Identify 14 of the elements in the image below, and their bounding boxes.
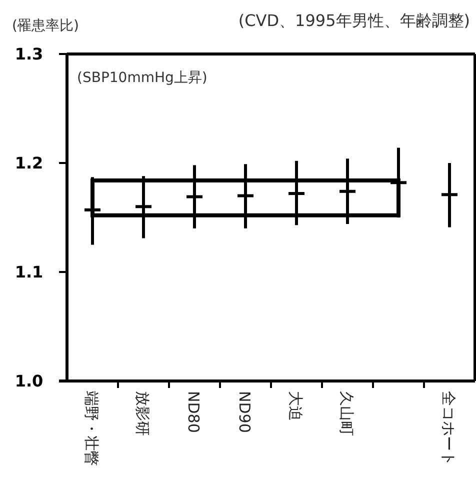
- x-tick-label: 久山町: [338, 391, 356, 436]
- x-tick-label: ND80: [184, 391, 202, 433]
- x-tick-label: 端野・壮瞥: [82, 391, 100, 466]
- y-axis-title: (罹患率比): [12, 18, 79, 34]
- y-tick-label: 1.3: [14, 44, 44, 64]
- y-tick-label: 1.1: [14, 262, 44, 282]
- y-tick-label: 1.2: [14, 154, 44, 173]
- y-tick-label: 1.0: [14, 372, 44, 391]
- x-tick-label: 放影研: [134, 391, 152, 436]
- annotation: (SBP10mmHg上昇): [77, 70, 208, 86]
- x-tick-label: ND90: [236, 391, 254, 433]
- x-tick-label: 全コホート: [440, 391, 458, 466]
- x-tick-label: 大迫: [286, 391, 304, 421]
- chart-title: (CVD、1995年男性、年齢調整): [238, 11, 470, 30]
